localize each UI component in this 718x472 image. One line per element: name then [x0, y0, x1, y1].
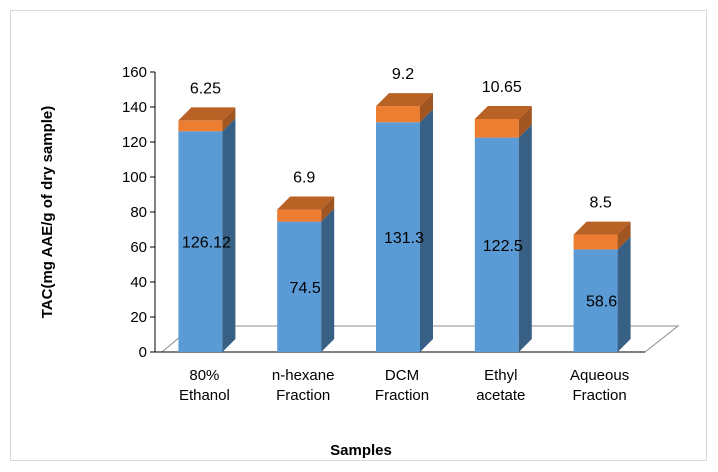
bar-side-top: [617, 221, 631, 250]
data-label-base: 122.5: [483, 238, 523, 255]
bar-segment-top: [573, 234, 618, 250]
y-tick-label: 60: [130, 239, 147, 256]
bar-cap: [573, 221, 631, 235]
data-label-base: 74.5: [290, 280, 321, 297]
y-tick-label: 140: [122, 99, 147, 116]
x-category-label: 80%: [189, 367, 219, 384]
y-tick-label: 80: [130, 204, 147, 221]
bar-cap: [178, 107, 236, 121]
y-tick-label: 120: [122, 134, 147, 151]
x-category-label: n-hexane: [272, 367, 335, 384]
data-label-base: 131.3: [384, 230, 424, 247]
y-axis-title: TAC(mg AAE/g of dry sample): [39, 106, 56, 319]
x-axis-title: Samples: [330, 442, 392, 459]
x-category-label: Fraction: [276, 387, 330, 404]
data-label-top: 10.65: [482, 79, 522, 96]
bar-side-base: [420, 109, 433, 352]
x-category-label: Fraction: [375, 387, 429, 404]
bar-side-top: [518, 105, 532, 138]
bar-side-base: [518, 124, 532, 352]
bar-side-top: [321, 196, 335, 222]
bar-segment-top: [277, 209, 322, 222]
bar-side-base: [222, 118, 236, 352]
bar-side-top: [420, 93, 433, 123]
y-tick-label: 40: [130, 274, 147, 291]
bar-side-base: [617, 236, 631, 352]
data-label-top: 6.9: [293, 170, 315, 187]
x-category-label: Aqueous: [570, 367, 629, 384]
y-tick-label: 100: [122, 169, 147, 186]
bar-segment-base: [474, 137, 519, 352]
bar-cap: [376, 93, 433, 107]
bar-cap: [277, 196, 335, 210]
bar-segment-top: [178, 120, 223, 132]
data-label-base: 126.12: [182, 235, 231, 252]
bar-side-base: [321, 208, 335, 352]
y-tick-label: 20: [130, 309, 147, 326]
y-axis: 0 20 40 60 80 100 120 140 160: [122, 64, 156, 361]
x-axis-categories: 80% Ethanol n-hexane Fraction DCM Fraction Eth…: [179, 367, 629, 404]
x-category-label: Fraction: [573, 387, 627, 404]
x-category-label: acetate: [476, 387, 525, 404]
bars: 126.12 6.25 74.5 6.9 131.3 9.2 122.5 10.65 58.6 8…: [178, 66, 631, 352]
x-category-label: Ethanol: [179, 387, 230, 404]
bar-segment-base: [178, 131, 223, 352]
data-label-top: 9.2: [392, 66, 414, 83]
bar-segment-base: [573, 249, 618, 352]
bar-cap: [474, 105, 532, 119]
data-label-base: 58.6: [586, 294, 617, 311]
bar-segment-base: [376, 122, 420, 352]
bar-segment-top: [474, 118, 519, 138]
y-tick-label: 160: [122, 64, 147, 81]
bar-segment-top: [376, 106, 420, 123]
x-category-label: DCM: [385, 367, 419, 384]
data-label-top: 6.25: [190, 80, 221, 97]
bar-segment-base: [277, 221, 322, 352]
bar-side-top: [222, 107, 236, 132]
y-tick-label: 0: [139, 344, 147, 361]
data-label-top: 8.5: [589, 195, 611, 212]
x-category-label: Ethyl: [484, 367, 517, 384]
